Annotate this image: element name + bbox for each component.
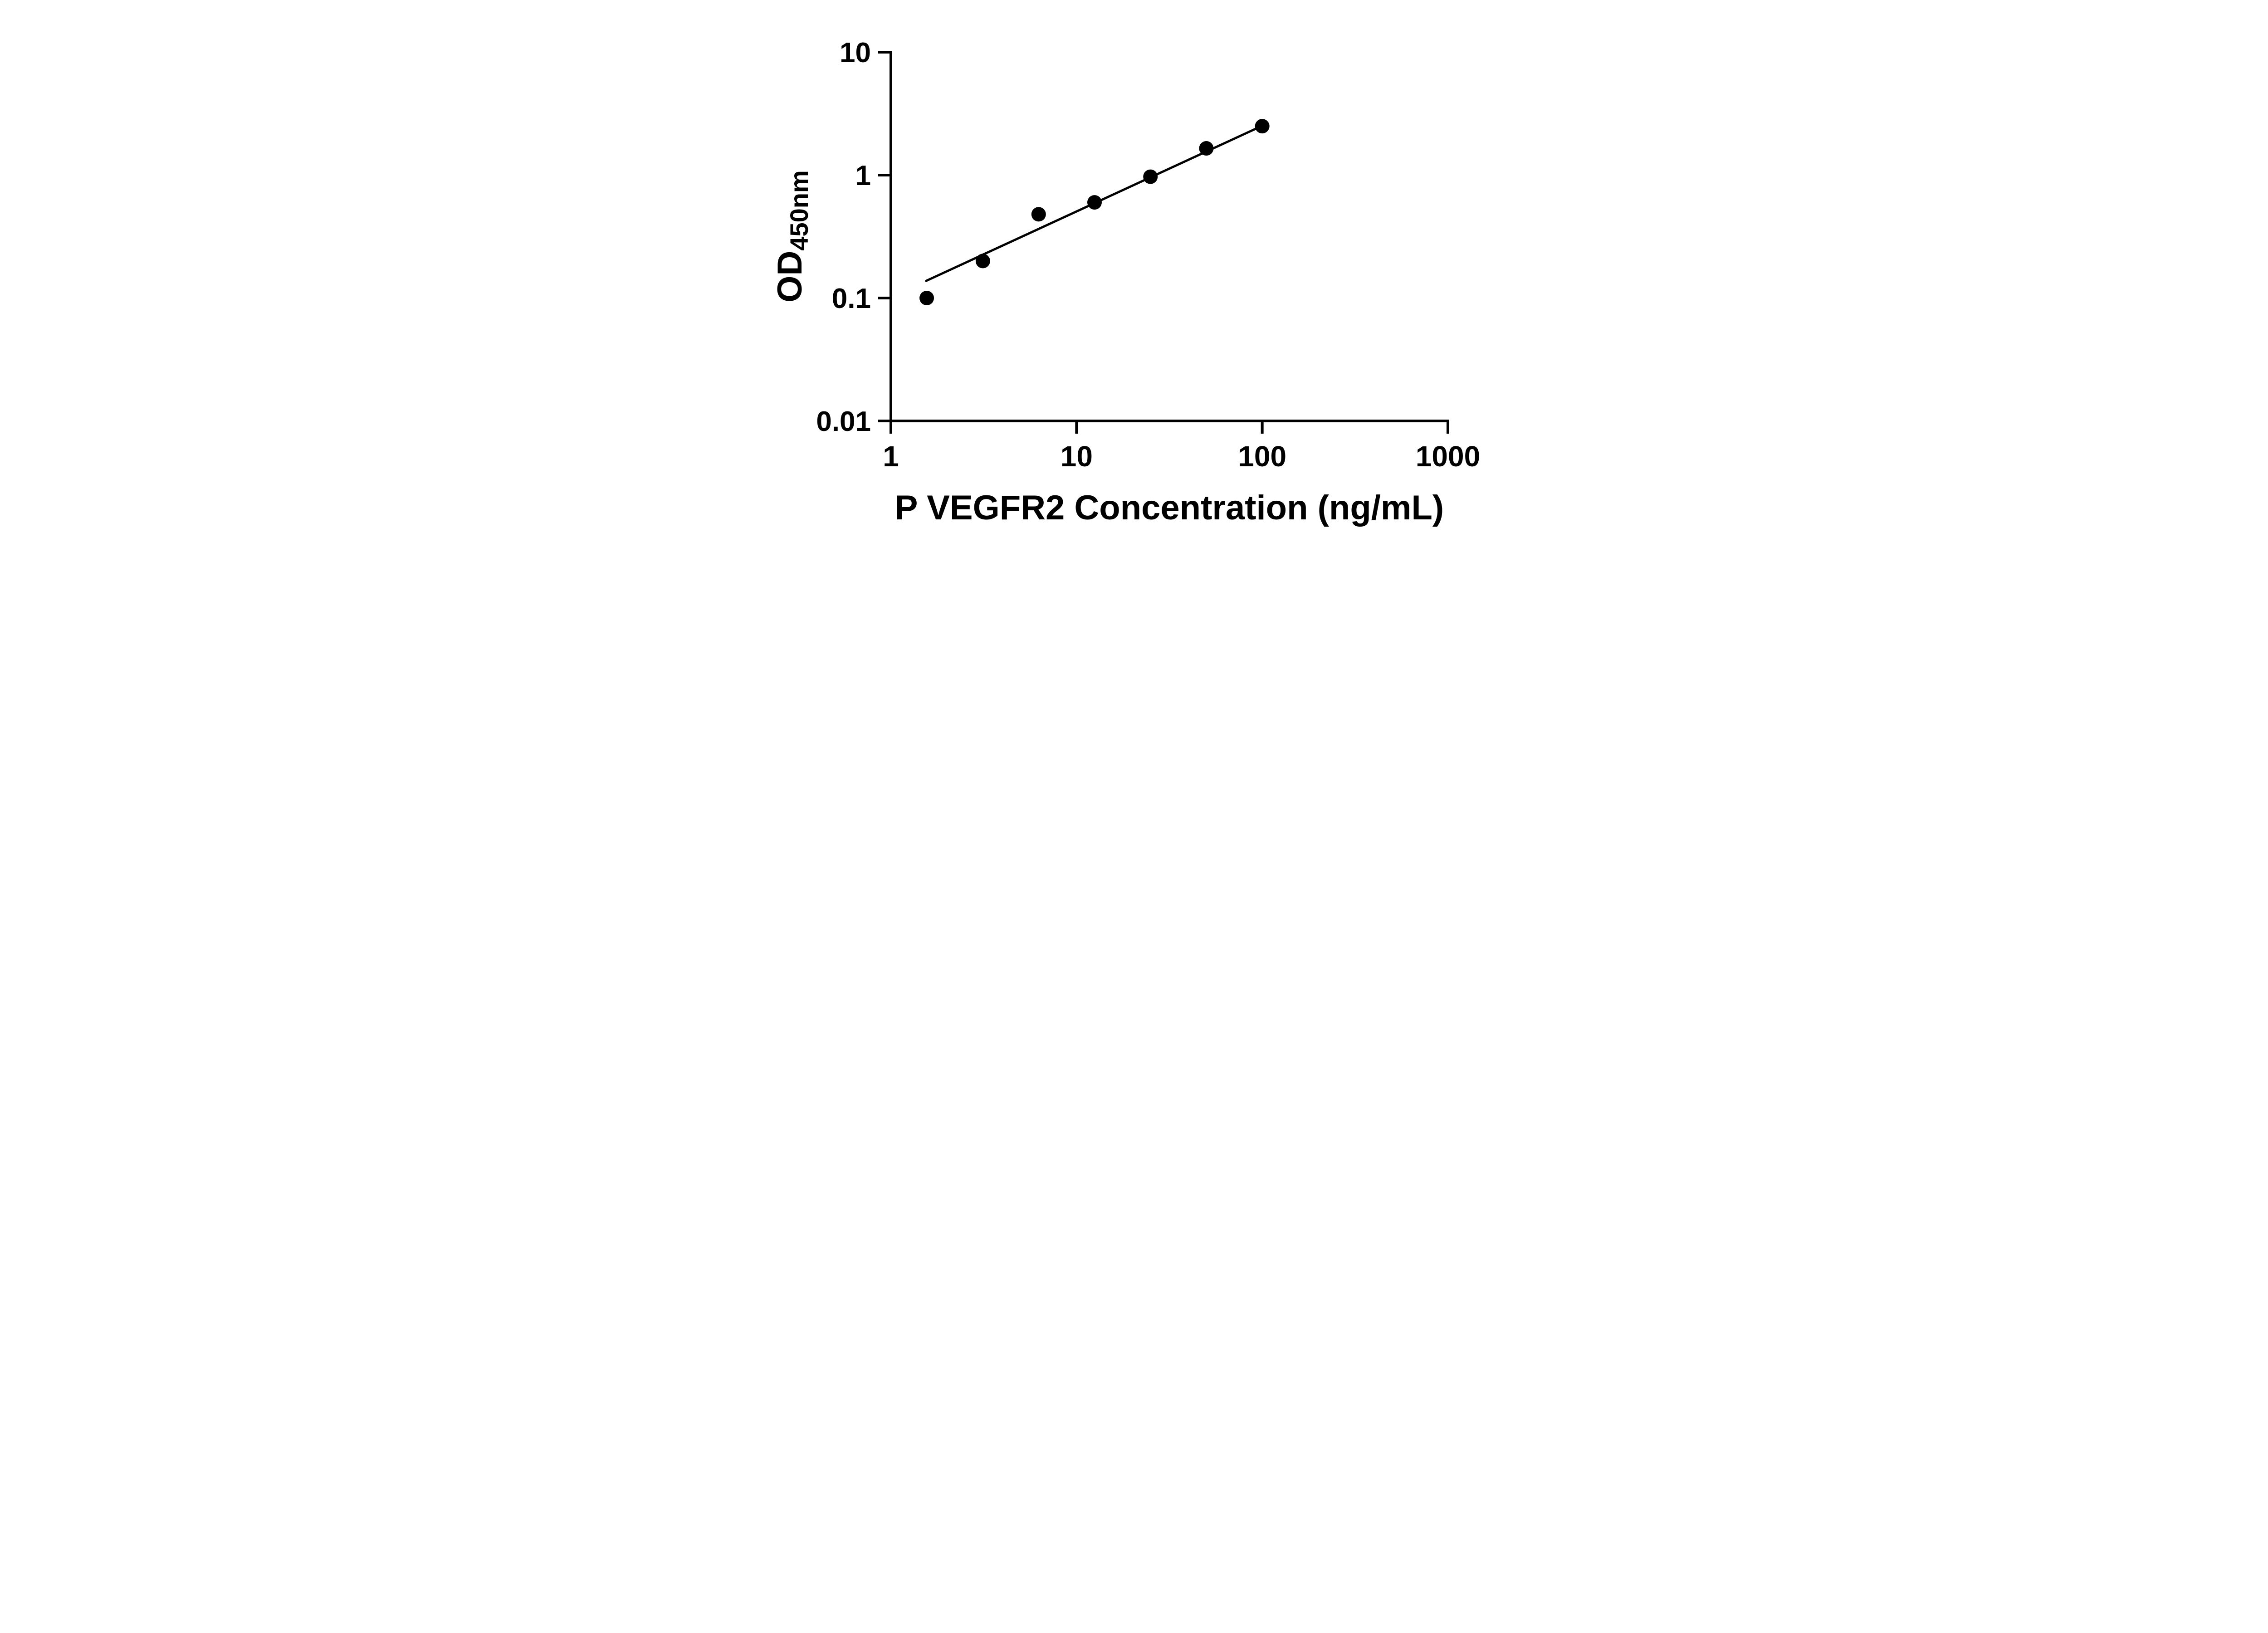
y-axis-title-main: OD: [771, 251, 809, 303]
tick-labels-group: 1 10 100 1000 0.01 0.1 1 10: [816, 37, 1480, 473]
y-tick-label: 0.01: [816, 406, 871, 437]
y-tick-label: 1: [855, 160, 871, 191]
data-point: [1143, 169, 1158, 184]
ticks-group: [878, 51, 1449, 434]
data-point: [1255, 119, 1270, 134]
data-point: [1031, 207, 1046, 222]
y-axis-title: OD450nm: [771, 170, 813, 302]
y-tick-label: 10: [840, 37, 871, 68]
standard-curve-chart: 1 10 100 1000 0.01 0.1 1 10 P VEGFR2 Concentrat…: [751, 0, 1517, 544]
y-axis-title-sub: 450nm: [785, 170, 813, 250]
data-point: [1087, 195, 1102, 210]
y-tick-label: 0.1: [832, 283, 871, 314]
chart-figure: 1 10 100 1000 0.01 0.1 1 10 P VEGFR2 Concentrat…: [751, 0, 1517, 544]
x-tick-label: 10: [1061, 440, 1093, 473]
x-tick-label: 1000: [1416, 440, 1480, 473]
data-point: [1199, 141, 1214, 156]
x-axis-title: P VEGFR2 Concentration (ng/mL): [895, 489, 1444, 527]
data-point: [919, 291, 934, 305]
x-tick-label: 100: [1238, 440, 1286, 473]
x-tick-label: 1: [883, 440, 899, 473]
axes-group: [890, 51, 1449, 422]
data-points-group: [919, 119, 1270, 305]
data-point: [975, 254, 990, 269]
